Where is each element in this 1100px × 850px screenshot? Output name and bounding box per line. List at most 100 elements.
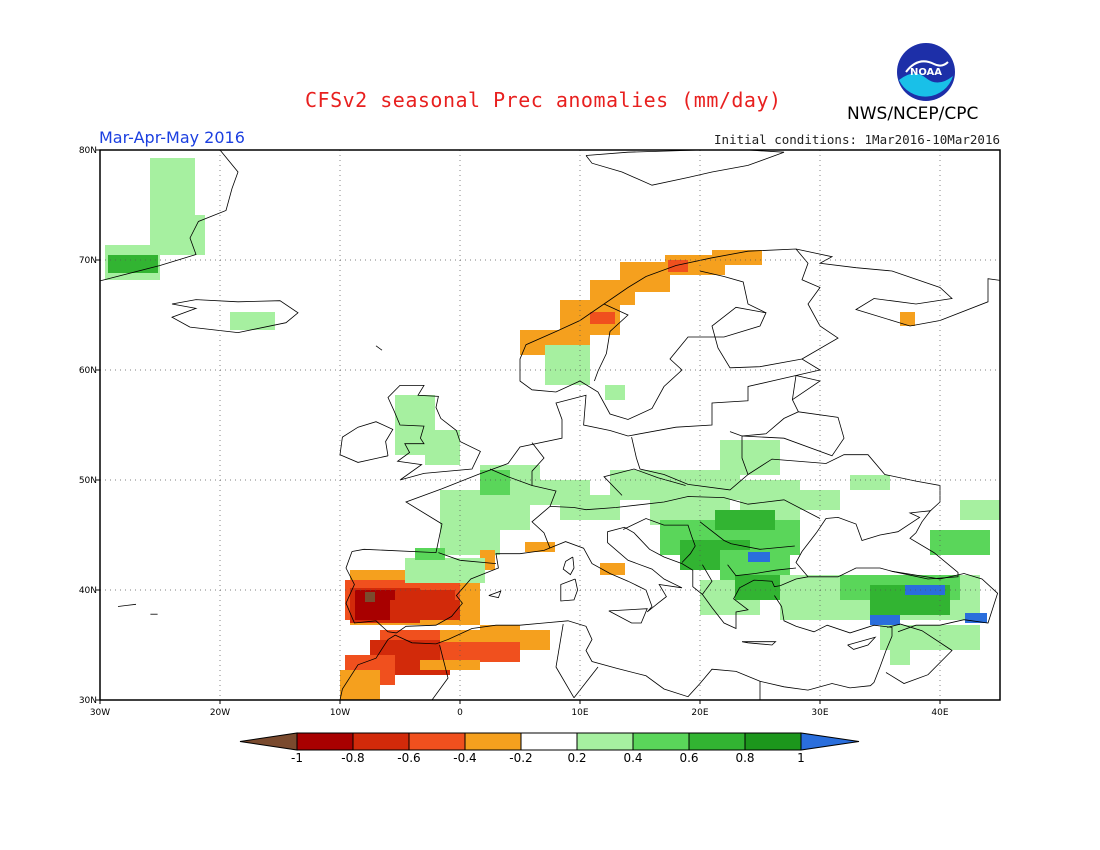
coastline bbox=[594, 303, 629, 382]
colorbar-label: -0.2 bbox=[509, 751, 532, 765]
map-title: CFSv2 seasonal Prec anomalies (mm/day) bbox=[305, 88, 782, 112]
anomaly-cell bbox=[900, 312, 915, 326]
lon-tick-label: 10W bbox=[330, 708, 350, 718]
anomaly-cell bbox=[440, 490, 530, 530]
coastline bbox=[489, 468, 557, 549]
coastline bbox=[531, 442, 545, 486]
lon-tick-label: 30E bbox=[811, 708, 828, 718]
graticule bbox=[100, 150, 1000, 700]
logo-text: NOAA bbox=[910, 67, 942, 78]
anomaly-cell bbox=[605, 385, 625, 400]
coastline bbox=[560, 578, 579, 602]
colorbar-segment bbox=[576, 732, 634, 751]
lon-tick-label: 30W bbox=[90, 708, 110, 718]
agency-label: NWS/NCEP/CPC bbox=[847, 104, 979, 124]
initial-conditions: Initial conditions: 1Mar2016-10Mar2016 bbox=[714, 132, 1000, 147]
coastline bbox=[1078, 185, 1100, 243]
anomaly-cell bbox=[480, 470, 510, 495]
lat-tick-label: 80N bbox=[79, 146, 97, 156]
noaa-logo: NOAA bbox=[896, 42, 956, 102]
coastline bbox=[117, 603, 137, 607]
coastline bbox=[603, 468, 686, 496]
coastline bbox=[699, 521, 795, 550]
anomaly-cell bbox=[890, 650, 910, 665]
anomaly-cell bbox=[525, 542, 555, 552]
lat-tick-label: 50N bbox=[79, 476, 97, 486]
anomaly-cell bbox=[545, 345, 590, 385]
anomaly-cell bbox=[440, 642, 520, 662]
axis-ticks: 30W 20W 10W 0 10E 20E 30E 40E 30N 40N 50N 60N 70N 80N bbox=[79, 146, 949, 718]
coastline bbox=[339, 421, 394, 463]
coastline bbox=[555, 624, 575, 699]
anomaly-cell bbox=[600, 563, 625, 575]
coastlines bbox=[100, 150, 1100, 700]
coastline bbox=[171, 299, 299, 334]
coastline bbox=[699, 270, 767, 314]
colorbar-segment bbox=[632, 732, 690, 751]
colorbar: -1 -0.8 -0.6 -0.4 -0.2 0.2 0.4 0.6 0.8 1 bbox=[239, 732, 860, 765]
coastline bbox=[1024, 515, 1096, 546]
lon-tick-label: 0 bbox=[457, 708, 463, 718]
coastline bbox=[847, 636, 877, 650]
coastline bbox=[792, 375, 821, 401]
anomaly-cell bbox=[420, 660, 480, 670]
coastline bbox=[351, 248, 1000, 554]
forecast-period: Mar-Apr-May 2016 bbox=[99, 128, 245, 147]
anomaly-cell bbox=[720, 440, 780, 475]
anomaly-cells bbox=[105, 158, 1000, 700]
colorbar-label: 0.4 bbox=[623, 751, 642, 765]
anomaly-cell bbox=[965, 613, 987, 623]
colorbar-segment bbox=[688, 732, 746, 751]
anomaly-cell bbox=[420, 590, 455, 610]
anomaly-cell bbox=[668, 260, 688, 272]
colorbar-segment bbox=[296, 732, 354, 751]
anomaly-cell bbox=[365, 592, 375, 602]
coastline bbox=[488, 590, 502, 599]
coastline bbox=[631, 431, 749, 491]
coastline bbox=[885, 623, 953, 684]
anomaly-cell bbox=[880, 625, 980, 650]
coastline bbox=[741, 411, 845, 457]
colorbar-arrow-left bbox=[239, 732, 298, 751]
coastline bbox=[573, 666, 599, 699]
lat-tick-label: 60N bbox=[79, 366, 97, 376]
coastline bbox=[741, 375, 799, 437]
lat-tick-label: 30N bbox=[79, 696, 97, 706]
anomaly-cell bbox=[590, 312, 615, 324]
lon-tick-label: 20W bbox=[210, 708, 230, 718]
coastline bbox=[608, 608, 648, 624]
anomaly-cell bbox=[960, 500, 1000, 520]
coastline bbox=[741, 641, 777, 646]
lon-tick-label: 20E bbox=[691, 708, 708, 718]
colorbar-label: -0.4 bbox=[453, 751, 476, 765]
coastline bbox=[727, 564, 797, 577]
anomaly-cell bbox=[870, 615, 900, 625]
colorbar-label: -0.6 bbox=[397, 751, 420, 765]
anomaly-cell bbox=[150, 158, 195, 218]
coastline bbox=[585, 150, 785, 186]
colorbar-label: -0.8 bbox=[341, 751, 364, 765]
anomaly-cell bbox=[415, 548, 445, 560]
lon-tick-label: 10E bbox=[571, 708, 588, 718]
coastline bbox=[375, 345, 383, 351]
colorbar-label: 0.2 bbox=[567, 751, 586, 765]
anomaly-cell bbox=[715, 510, 775, 530]
colorbar-label: 0.8 bbox=[735, 751, 754, 765]
lon-tick-label: 40E bbox=[931, 708, 948, 718]
anomaly-cell bbox=[340, 670, 380, 700]
coastline bbox=[345, 526, 809, 634]
colorbar-segment bbox=[520, 732, 578, 751]
coastline bbox=[623, 518, 696, 563]
coastline bbox=[747, 454, 941, 512]
colorbar-label: -1 bbox=[291, 751, 303, 765]
coastline bbox=[339, 595, 893, 700]
colorbar-segment bbox=[352, 732, 410, 751]
coastline bbox=[100, 150, 239, 282]
coastline bbox=[891, 570, 999, 633]
colorbar-segment bbox=[464, 732, 522, 751]
colorbar-segment bbox=[408, 732, 466, 751]
anomaly-cell bbox=[712, 250, 762, 265]
colorbar-label: 1 bbox=[797, 751, 805, 765]
lat-tick-label: 70N bbox=[79, 256, 97, 266]
